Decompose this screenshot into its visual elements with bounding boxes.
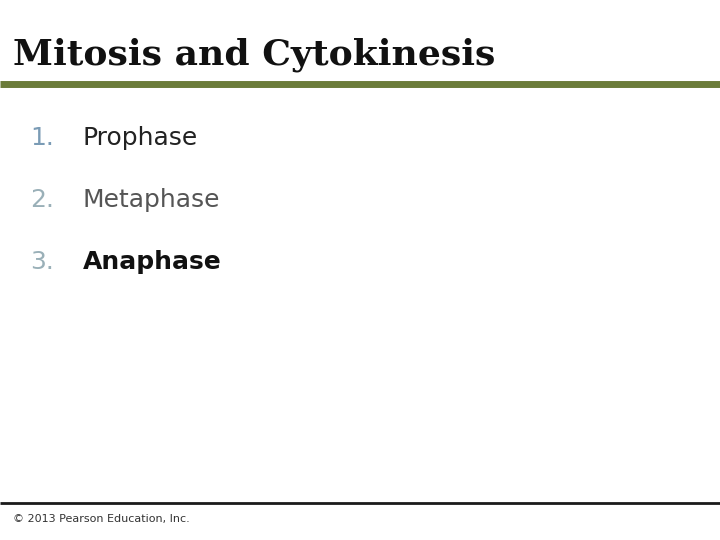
Text: 3.: 3. <box>30 250 54 274</box>
Text: Prophase: Prophase <box>83 126 198 150</box>
Text: Anaphase: Anaphase <box>83 250 222 274</box>
Text: 2.: 2. <box>30 188 54 212</box>
Text: 1.: 1. <box>30 126 54 150</box>
Text: © 2013 Pearson Education, Inc.: © 2013 Pearson Education, Inc. <box>13 515 189 524</box>
Text: Metaphase: Metaphase <box>83 188 220 212</box>
Text: Mitosis and Cytokinesis: Mitosis and Cytokinesis <box>13 38 495 72</box>
